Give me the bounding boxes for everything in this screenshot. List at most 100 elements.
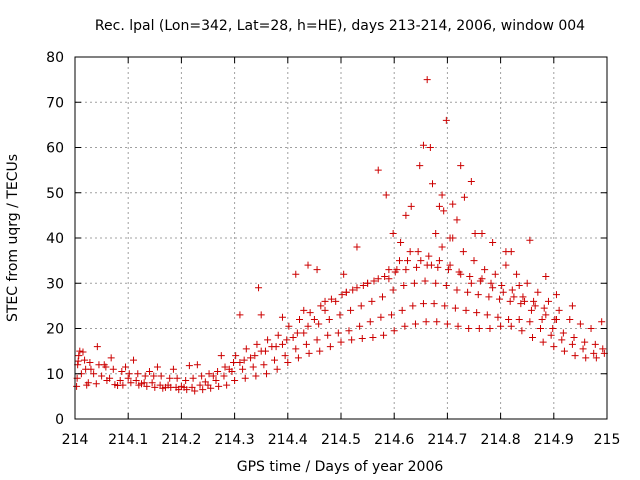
data-point: [462, 306, 470, 314]
data-point: [513, 270, 521, 278]
data-point: [496, 295, 504, 303]
data-point: [485, 293, 493, 301]
data-point: [340, 270, 348, 278]
data-point: [449, 200, 457, 208]
data-point: [292, 345, 300, 353]
data-point: [421, 277, 429, 285]
data-point: [284, 358, 292, 366]
data-point: [486, 325, 494, 332]
data-point: [457, 162, 465, 170]
data-point: [338, 291, 346, 299]
data-point: [313, 336, 321, 344]
data-point: [337, 338, 345, 346]
data-points: [73, 76, 608, 395]
data-point: [552, 291, 560, 299]
data-point: [497, 322, 505, 330]
y-tick-label: 70: [46, 95, 64, 111]
data-point: [419, 141, 427, 149]
data-point: [417, 257, 425, 265]
data-point: [434, 263, 442, 271]
data-point: [464, 288, 472, 296]
data-point: [590, 349, 598, 357]
y-tick-label: 60: [46, 141, 64, 157]
data-point: [271, 356, 278, 364]
data-point: [124, 374, 132, 382]
data-point: [515, 315, 523, 323]
data-point: [510, 293, 518, 301]
data-point: [102, 363, 110, 371]
data-point: [366, 318, 374, 326]
data-point: [539, 338, 547, 346]
x-tick-label: 214.2: [161, 432, 201, 448]
x-tick-label: 214.5: [321, 432, 361, 448]
data-point: [432, 279, 440, 287]
data-point: [374, 166, 382, 174]
data-point: [446, 234, 454, 242]
x-tick-label: 214.3: [215, 432, 255, 448]
data-point: [540, 304, 548, 312]
data-point: [125, 370, 133, 378]
data-point: [389, 229, 397, 237]
data-point: [523, 279, 531, 287]
data-point: [342, 288, 350, 296]
data-point: [517, 300, 525, 308]
data-point: [76, 347, 84, 355]
data-point: [442, 116, 450, 124]
data-point: [413, 263, 421, 271]
data-point: [402, 211, 410, 219]
data-point: [316, 347, 324, 355]
data-point: [278, 340, 286, 348]
data-point: [453, 286, 461, 294]
data-point: [264, 336, 272, 344]
data-point: [393, 266, 401, 274]
x-tick-label: 214.4: [268, 432, 308, 448]
data-point: [300, 329, 308, 337]
plot-frame: [74, 56, 608, 420]
data-point: [118, 367, 126, 375]
data-point: [489, 284, 497, 292]
data-point: [169, 365, 177, 373]
data-point: [191, 387, 199, 395]
data-point: [357, 302, 365, 310]
data-point: [156, 381, 164, 389]
data-point: [370, 277, 378, 285]
data-point: [302, 340, 310, 348]
data-point: [542, 311, 550, 319]
data-point: [560, 347, 568, 355]
data-point: [261, 347, 269, 355]
data-point: [228, 367, 236, 375]
data-point: [141, 372, 149, 380]
data-point: [430, 300, 438, 308]
data-point: [396, 257, 404, 265]
data-point: [150, 372, 158, 380]
data-point: [109, 365, 117, 373]
data-point: [349, 286, 357, 294]
data-point: [148, 379, 156, 387]
data-point: [398, 306, 406, 314]
data-point: [304, 322, 312, 330]
data-point: [467, 279, 475, 287]
data-point: [499, 288, 507, 296]
grid: [75, 57, 607, 419]
data-point: [508, 286, 516, 294]
data-point: [281, 352, 289, 360]
data-point: [90, 370, 98, 378]
data-point: [134, 370, 142, 378]
data-point: [92, 380, 100, 388]
data-point: [274, 331, 282, 339]
data-point: [93, 343, 101, 351]
data-point: [324, 331, 332, 339]
data-point: [555, 306, 563, 314]
data-point: [296, 315, 304, 323]
x-tick-label: 214.1: [108, 432, 148, 448]
data-point: [359, 282, 367, 290]
data-point: [526, 236, 534, 244]
data-point: [460, 193, 468, 201]
data-point: [568, 302, 576, 310]
data-point: [531, 302, 539, 310]
x-axis-label: GPS time / Days of year 2006: [237, 459, 444, 475]
data-point: [397, 239, 405, 247]
data-point: [591, 340, 599, 348]
data-point: [457, 270, 465, 278]
data-point: [182, 377, 190, 385]
